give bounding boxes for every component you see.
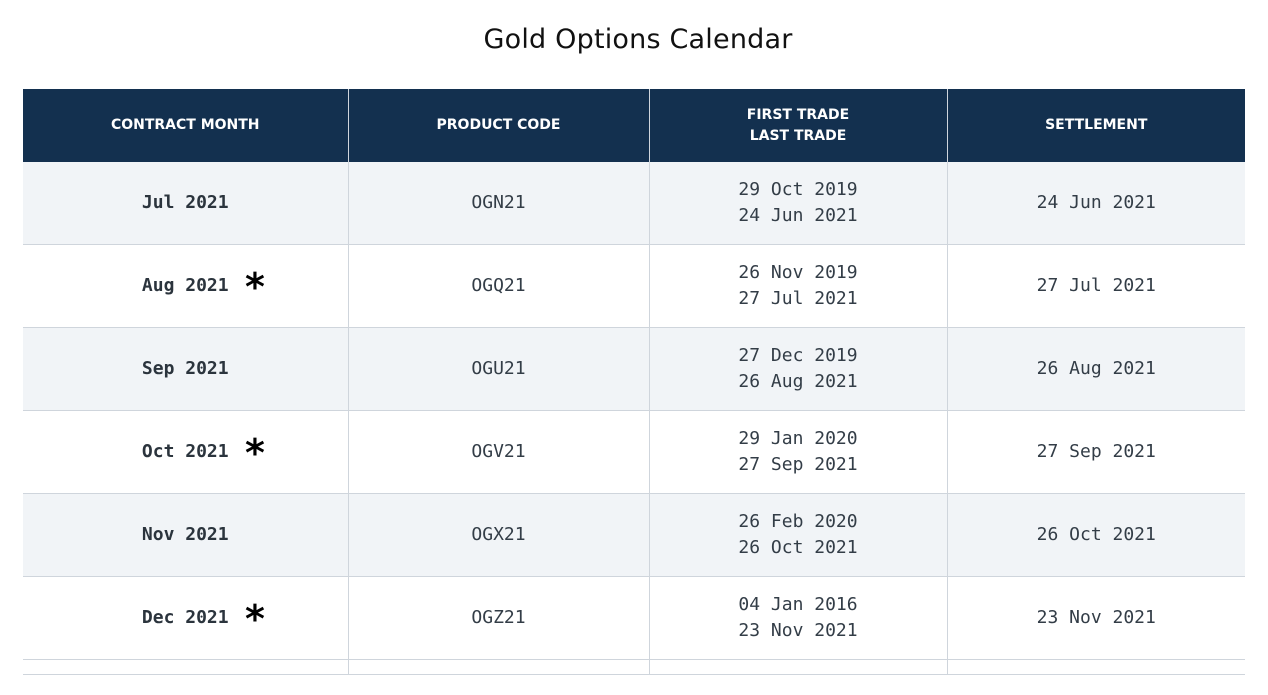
header-last-trade: LAST TRADE — [749, 127, 847, 144]
settlement-cell: 23 Nov 2021 — [946, 576, 1245, 660]
product-code-cell: OGX21 — [347, 493, 649, 577]
settlement-cell: 26 Oct 2021 — [946, 493, 1245, 577]
first-trade-date: 26 Nov 2019 — [738, 262, 858, 283]
asterisk-marker: * — [245, 431, 265, 475]
trade-dates-cell: 29 Jan 2020 27 Sep 2021 — [648, 410, 947, 494]
trade-dates-cell: 26 Feb 2020 26 Oct 2021 — [648, 493, 947, 577]
trade-dates-cell: 26 Nov 2019 27 Jul 2021 — [648, 244, 947, 328]
contract-month: Aug 2021 — [141, 275, 229, 296]
product-code-cell: OGN21 — [347, 162, 649, 245]
trade-dates-cell: 29 Oct 2019 24 Jun 2021 — [648, 162, 947, 245]
table-row-partial — [23, 659, 1245, 675]
product-code-cell: OGU21 — [347, 327, 649, 411]
contract-month-cell: Nov 2021 — [23, 493, 348, 577]
asterisk-marker: * — [245, 265, 265, 309]
contract-month-cell: Dec 2021 * — [23, 576, 348, 660]
trade-dates-cell: 27 Dec 2019 26 Aug 2021 — [648, 327, 947, 411]
contract-month: Oct 2021 — [141, 441, 229, 462]
page-title: Gold Options Calendar — [483, 24, 793, 55]
table-row: Aug 2021 * OGQ21 26 Nov 2019 27 Jul 2021… — [23, 244, 1245, 328]
product-code-cell: OGQ21 — [347, 244, 649, 328]
table-row: Jul 2021 OGN21 29 Oct 2019 24 Jun 2021 2… — [23, 162, 1245, 245]
table-row: Sep 2021 OGU21 27 Dec 2019 26 Aug 2021 2… — [23, 327, 1245, 411]
last-trade-date: 27 Sep 2021 — [738, 454, 858, 475]
first-trade-date: 29 Oct 2019 — [738, 179, 858, 200]
contract-month-cell: Aug 2021 * — [23, 244, 348, 328]
settlement-cell: 26 Aug 2021 — [946, 327, 1245, 411]
empty-cell — [347, 659, 649, 675]
last-trade-date: 27 Jul 2021 — [738, 288, 858, 309]
product-code-cell: OGZ21 — [347, 576, 649, 660]
contract-month: Nov 2021 — [141, 524, 229, 545]
options-calendar-table-container: CONTRACT MONTH PRODUCT CODE FIRST TRADE … — [23, 89, 1245, 679]
last-trade-date: 24 Jun 2021 — [738, 205, 858, 226]
last-trade-date: 26 Oct 2021 — [738, 537, 858, 558]
table-body: Jul 2021 OGN21 29 Oct 2019 24 Jun 2021 2… — [23, 162, 1245, 675]
last-trade-date: 23 Nov 2021 — [738, 620, 858, 641]
first-trade-date: 27 Dec 2019 — [738, 345, 858, 366]
contract-month: Dec 2021 — [141, 607, 229, 628]
options-calendar-table: CONTRACT MONTH PRODUCT CODE FIRST TRADE … — [23, 89, 1245, 675]
header-contract-month: CONTRACT MONTH — [23, 89, 348, 162]
contract-month: Sep 2021 — [141, 358, 229, 379]
settlement-cell: 27 Sep 2021 — [946, 410, 1245, 494]
first-trade-date: 29 Jan 2020 — [738, 428, 858, 449]
table-row: Oct 2021 * OGV21 29 Jan 2020 27 Sep 2021… — [23, 410, 1245, 494]
product-code-cell: OGV21 — [347, 410, 649, 494]
header-row: CONTRACT MONTH PRODUCT CODE FIRST TRADE … — [23, 89, 1245, 162]
table-row: Dec 2021 * OGZ21 04 Jan 2016 23 Nov 2021… — [23, 576, 1245, 660]
empty-cell — [648, 659, 947, 675]
settlement-cell: 24 Jun 2021 — [946, 162, 1245, 245]
first-trade-date: 26 Feb 2020 — [738, 511, 858, 532]
trade-dates-cell: 04 Jan 2016 23 Nov 2021 — [648, 576, 947, 660]
header-first-trade: FIRST TRADE — [746, 106, 850, 123]
contract-month-cell: Oct 2021 * — [23, 410, 348, 494]
header-first-last-trade: FIRST TRADE LAST TRADE — [648, 89, 947, 162]
header-product-code: PRODUCT CODE — [347, 89, 649, 162]
contract-month-cell: Jul 2021 — [23, 162, 348, 245]
empty-cell — [23, 659, 348, 675]
contract-month: Jul 2021 — [141, 192, 229, 213]
first-trade-date: 04 Jan 2016 — [738, 594, 858, 615]
asterisk-marker: * — [245, 597, 265, 641]
empty-cell — [946, 659, 1245, 675]
contract-month-cell: Sep 2021 — [23, 327, 348, 411]
settlement-cell: 27 Jul 2021 — [946, 244, 1245, 328]
last-trade-date: 26 Aug 2021 — [738, 371, 858, 392]
table-header: CONTRACT MONTH PRODUCT CODE FIRST TRADE … — [23, 89, 1245, 162]
header-settlement: SETTLEMENT — [946, 89, 1245, 162]
table-row: Nov 2021 OGX21 26 Feb 2020 26 Oct 2021 2… — [23, 493, 1245, 577]
